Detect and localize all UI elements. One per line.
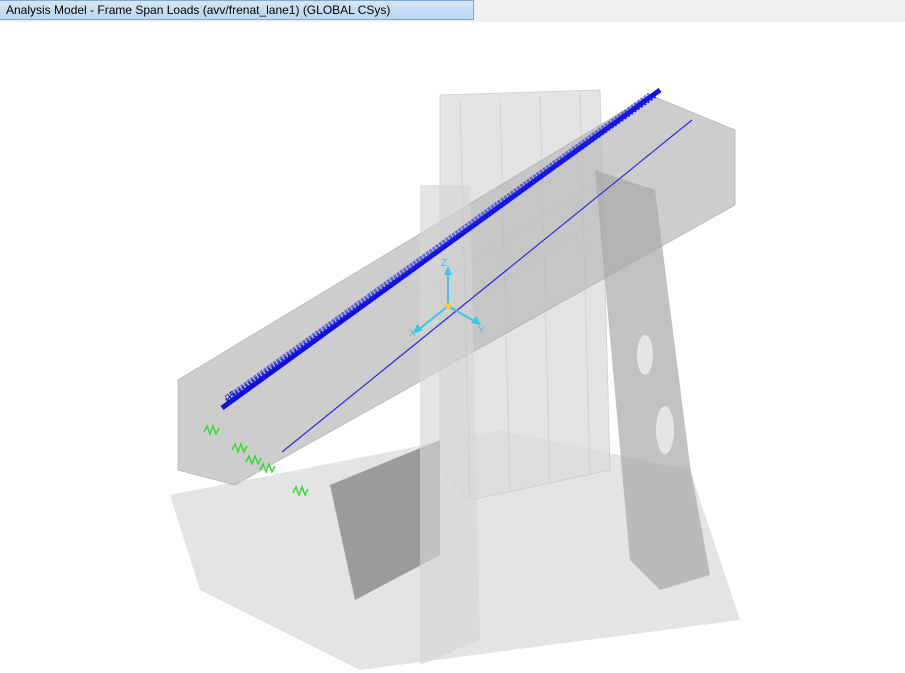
spring-support bbox=[245, 453, 262, 467]
spring-support bbox=[203, 423, 220, 437]
spring-support bbox=[231, 441, 248, 455]
span-load-diagram[interactable] bbox=[220, 87, 662, 411]
axes-triad bbox=[413, 266, 481, 334]
spring-support bbox=[259, 461, 276, 475]
model-canvas[interactable]: 25 Z Y X bbox=[0, 22, 905, 673]
axis-z-label: Z bbox=[441, 258, 447, 269]
spring-supports bbox=[203, 423, 309, 498]
window-title-tab[interactable]: Analysis Model - Frame Span Loads (avv/f… bbox=[0, 0, 474, 20]
plate-hole bbox=[637, 335, 653, 375]
model-viewport[interactable]: 25 Z Y X bbox=[0, 22, 905, 673]
axis-x-label: X bbox=[409, 328, 416, 339]
axis-y-label: Y bbox=[478, 325, 485, 336]
right-plate bbox=[595, 170, 710, 590]
plate-hole bbox=[656, 406, 674, 454]
front-pier bbox=[330, 440, 440, 600]
frame-line[interactable] bbox=[281, 119, 693, 453]
spring-support bbox=[292, 484, 309, 498]
window-title-bar: Analysis Model - Frame Span Loads (avv/f… bbox=[0, 0, 905, 23]
